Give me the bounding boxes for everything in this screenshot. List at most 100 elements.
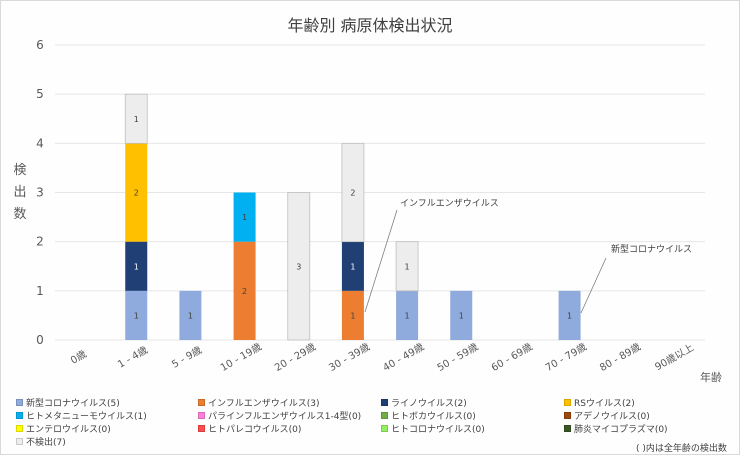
data-label: 1 [405,262,410,271]
bar-segment [341,290,364,340]
legend-swatch [381,399,388,406]
legend-item: RSウイルス(2) [564,396,635,409]
data-label: 1 [459,311,464,320]
data-label: 1 [134,115,139,124]
legend-note: ( )内は全年齢の検出数 [636,444,727,454]
y-tick-label: 4 [36,136,44,150]
legend-label: 肺炎マイコプラズマ(0) [574,425,668,435]
bar-segment [341,241,364,291]
x-tick-label: 60 - 69歳 [489,341,534,374]
data-label: 2 [242,287,247,296]
legend-swatch [16,412,23,419]
x-tick-label: 1 - 4歳 [116,344,150,371]
y-tick-label: 2 [36,235,44,249]
y-tick-label: 3 [36,186,44,200]
chart-title: 年齢別 病原体検出状況 [287,16,453,35]
legend-item: ヒトコロナウイルス(0) [381,422,485,435]
legend-swatch [564,412,571,419]
data-label: 2 [350,189,355,198]
bar-segment [179,290,202,340]
legend-label: エンテロウイルス(0) [26,425,111,435]
y-tick-label: 5 [36,87,44,101]
data-label: 1 [350,262,355,271]
legend-item: 不検出(7) [16,435,66,448]
bar-segment [450,290,473,340]
legend-swatch [564,425,571,432]
legend-label: アデノウイルス(0) [574,412,650,422]
y-axis-label-char: 出 [13,185,27,200]
bar-segment [233,241,256,340]
legend-label: インフルエンザウイルス(3) [208,399,320,409]
legend-item: ヒトパレコウイルス(0) [198,422,301,435]
data-label: 1 [188,311,193,320]
legend-item: アデノウイルス(0) [564,409,650,422]
annotation-label: インフルエンザウイルス [400,198,499,209]
bar-segment [558,290,581,340]
legend-item: 肺炎マイコプラズマ(0) [564,422,668,435]
x-tick-label: 10 - 19歳 [218,341,263,374]
annotation-label: 新型コロナウイルス [611,243,692,255]
legend-item: エンテロウイルス(0) [16,422,111,435]
legend-swatch [381,425,388,432]
y-tick-label: 1 [36,284,44,298]
x-tick-label: 5 - 9歳 [170,344,204,371]
bar-segment [124,93,148,144]
y-tick-label: 6 [36,38,44,52]
legend-item: ヒトメタニューモウイルス(1) [16,409,147,422]
y-axis-label: 検出数 [12,160,28,226]
legend-label: ヒトボカウイルス(0) [391,412,476,422]
x-tick-label: 0歳 [68,348,88,367]
data-label: 1 [350,311,355,320]
y-axis-label-char: 数 [13,207,27,222]
legend-swatch [16,399,23,406]
legend-label: ヒトメタニューモウイルス(1) [26,412,147,422]
y-tick-label: 0 [36,333,44,347]
legend-swatch [381,412,388,419]
x-tick-label: 70 - 79歳 [543,341,588,374]
legend-swatch [198,425,205,432]
data-label: 1 [567,311,572,320]
legend-label: RSウイルス(2) [574,399,635,409]
legend-swatch [564,399,571,406]
bar-segment [395,241,419,292]
legend-item: インフルエンザウイルス(3) [198,396,319,409]
legend-swatch [198,399,205,406]
bar-segment [396,290,419,340]
bar-segment [287,192,311,341]
x-axis-label: 年齢 [700,371,722,384]
legend-label: 不検出(7) [26,438,66,448]
legend-label: 新型コロナウイルス(5) [26,399,120,409]
annotation-leader-line [364,209,398,313]
x-tick-label: 40 - 49歳 [381,341,426,374]
legend-swatch [198,412,205,419]
y-axis-label-char: 検 [13,163,27,178]
legend-item: ライノウイルス(2) [381,396,467,409]
x-tick-label: 50 - 59歳 [435,341,480,374]
legend-label: ヒトコロナウイルス(0) [391,425,485,435]
x-tick-label: 20 - 29歳 [273,341,318,374]
legend-item: 新型コロナウイルス(5) [16,396,120,409]
legend-swatch [16,438,23,445]
bar-segment [125,143,148,242]
data-label: 1 [405,311,410,320]
legend-swatch [16,425,23,432]
bar-segment [125,290,148,340]
x-tick-label: 30 - 39歳 [327,341,372,374]
data-label: 2 [134,189,139,198]
x-tick-label: 90歳以上 [653,342,696,374]
data-label: 1 [134,311,139,320]
legend-label: パラインフルエンザウイルス1-4型(0) [208,412,362,422]
annotation-leader-line [580,257,607,314]
bar-segment [125,241,148,291]
x-tick-label: 80 - 89歳 [598,341,643,374]
data-label: 1 [134,262,139,271]
legend-item: ヒトボカウイルス(0) [381,409,476,422]
legend-label: ヒトパレコウイルス(0) [208,425,302,435]
bar-segment [341,142,365,243]
data-label: 3 [296,262,301,271]
legend-item: パラインフルエンザウイルス1-4型(0) [198,409,361,422]
legend-label: ライノウイルス(2) [391,399,467,409]
data-label: 1 [242,213,247,222]
